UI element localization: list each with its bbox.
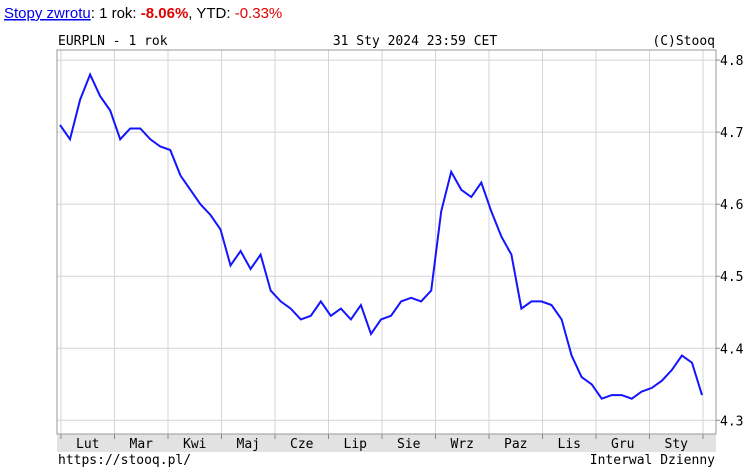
y-tick-label: 4.6 xyxy=(720,198,743,213)
price-line xyxy=(59,71,703,400)
period: 1 rok xyxy=(99,5,133,22)
x-tick-label: Lut xyxy=(76,437,99,452)
y-tick-label: 4.4 xyxy=(720,342,744,357)
y-tick-label: 4.7 xyxy=(720,126,743,141)
chart-title: EURPLN - 1 rok xyxy=(58,34,168,49)
interval: Interwal Dzienny xyxy=(590,453,715,468)
x-tick-label: Lis xyxy=(558,437,581,452)
x-tick-label: Sie xyxy=(397,437,421,452)
x-tick-label: Maj xyxy=(237,437,260,452)
chart-date: 31 Sty 2024 23:59 CET xyxy=(333,34,498,49)
ytd-value: -0.33% xyxy=(235,5,283,22)
x-tick-label: Sty xyxy=(665,437,689,452)
y-tick-label: 4.3 xyxy=(720,414,743,429)
source: https://stooq.pl/ xyxy=(58,453,191,468)
period-value: -8.06% xyxy=(141,5,189,22)
y-tick-label: 4.5 xyxy=(720,270,743,285)
x-tick-label: Cze xyxy=(290,437,314,452)
ytd: YTD xyxy=(196,5,226,22)
x-tick-label: Mar xyxy=(130,437,154,452)
returns-line: Stopy zwrotu: 1 rok: -8.06%, YTD: -0.33% xyxy=(4,5,282,22)
copyright: (C)Stooq xyxy=(652,34,715,49)
plot-border xyxy=(56,49,717,435)
y-tick-label: 4.8 xyxy=(720,54,743,69)
x-tick-label: Paz xyxy=(504,437,527,452)
x-tick-label: Wrz xyxy=(451,437,474,452)
x-tick-label: Gru xyxy=(611,437,634,452)
x-tick-label: Kwi xyxy=(183,437,206,452)
x-tick-label: Lip xyxy=(344,437,368,452)
returns-link[interactable]: Stopy zwrotu xyxy=(4,5,91,22)
